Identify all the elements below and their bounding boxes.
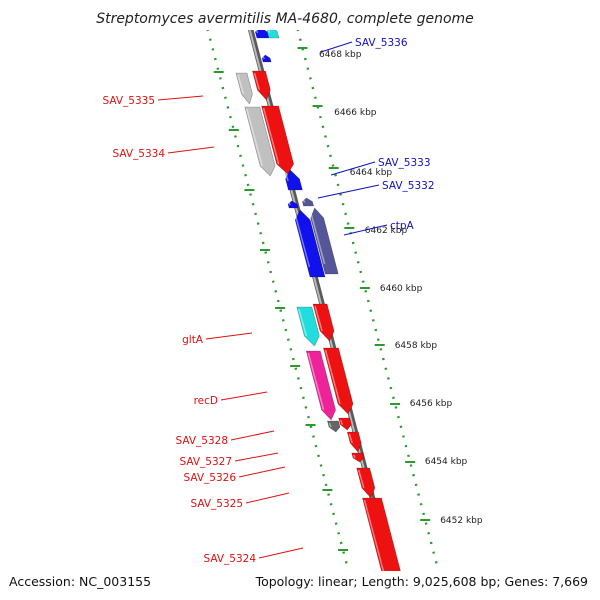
gene-arrow	[305, 350, 336, 421]
gene-highlight	[262, 107, 280, 165]
gene-labels: SAV_5336 SAV_5335 SAV_5334 SAV_5333 SAV_5332…	[102, 37, 434, 565]
gene-highlight	[307, 352, 325, 411]
gene-label: SAV_5326	[183, 472, 236, 484]
gene-arrow	[351, 452, 365, 463]
gene-arrow	[356, 467, 376, 499]
gene-highlight	[309, 209, 326, 265]
gene-label-leader	[230, 430, 275, 441]
gene-arrow	[346, 431, 362, 453]
gene-label: SAV_5335	[102, 95, 155, 107]
gene-arrow	[338, 417, 352, 431]
gene-highlight	[262, 56, 265, 60]
gene-highlight	[357, 469, 365, 489]
gene-label-leader	[258, 547, 304, 559]
gene-highlight	[293, 211, 311, 268]
gene-arrow	[302, 197, 314, 207]
gene-label: recD	[194, 395, 218, 407]
footer-backdrop	[0, 571, 600, 600]
gene-label-leader	[234, 452, 279, 462]
gene-highlight	[237, 74, 245, 95]
gene-highlight	[298, 308, 308, 337]
gene-highlight	[353, 454, 356, 459]
kbp-tick-label: 6452 kbp	[440, 516, 483, 526]
accession-text: Accession: NC_003155	[9, 574, 151, 589]
gene-arrow	[294, 209, 326, 278]
gene-label-leader	[245, 492, 290, 504]
gene-arrow	[252, 70, 271, 101]
title-backdrop	[0, 0, 600, 30]
gene-label: ctpA	[390, 220, 415, 232]
gene-label-leader	[343, 224, 388, 236]
kbp-tick-label: 6458 kbp	[395, 341, 438, 351]
gene-arrow	[287, 200, 299, 209]
gene-label-leader	[330, 161, 376, 176]
gene-label: SAV_5325	[190, 498, 243, 510]
gene-label-leader	[238, 466, 286, 478]
gene-arrow	[244, 106, 276, 177]
genes	[212, 0, 409, 600]
gene-arrow	[327, 420, 341, 433]
gene-arrow	[261, 54, 272, 63]
gene-arrow	[285, 169, 303, 191]
kbp-ticks: 6468 kbp 6466 kbp 6464 kbp 6462 kbp 6460 kbp…	[319, 50, 498, 584]
gene-arrow	[310, 207, 339, 275]
gene-highlight	[328, 422, 332, 428]
gene-label: gltA	[182, 334, 204, 346]
gene-highlight	[288, 202, 291, 206]
dotted-guides	[198, 0, 448, 600]
gene-label: SAV_5332	[382, 180, 435, 192]
kbp-tick-label: 6454 kbp	[425, 457, 468, 467]
genome-summary-text: Topology: linear; Length: 9,025,608 bp; …	[255, 574, 588, 589]
gene-label: SAV_5327	[179, 456, 232, 468]
gene-highlight	[339, 419, 344, 425]
kbp-tick-label: 6468 kbp	[319, 50, 362, 60]
left-dotted-guide	[198, 0, 358, 600]
gene-label-leader	[157, 95, 204, 101]
gene-arrow	[323, 347, 354, 415]
gene-label: SAV_5333	[378, 157, 431, 169]
gene-label-leader	[320, 41, 353, 53]
gene-label: SAV_5328	[175, 435, 228, 447]
gene-label-leader	[220, 391, 268, 401]
map-title: Streptomyces avermitilis MA-4680, comple…	[96, 11, 474, 27]
gene-label: SAV_5336	[355, 37, 408, 49]
gene-highlight	[302, 199, 306, 203]
gene-highlight	[324, 349, 341, 405]
kbp-tick-label: 6464 kbp	[350, 168, 393, 178]
gene-label-leader	[205, 332, 253, 340]
gene-arrow	[235, 72, 253, 105]
kbp-tick-label: 6456 kbp	[410, 399, 453, 409]
gene-highlight	[363, 499, 387, 581]
gene-arrow	[261, 105, 294, 175]
gene-label-leader	[167, 146, 215, 154]
gene-highlight	[348, 433, 353, 444]
gene-highlight	[246, 108, 263, 167]
kbp-tick-label: 6466 kbp	[334, 108, 377, 118]
gene-arrow	[312, 303, 335, 342]
gene-arrow	[296, 306, 320, 347]
kbp-tick-label: 6460 kbp	[380, 284, 423, 294]
gene-highlight	[314, 305, 323, 332]
gene-label: SAV_5324	[203, 553, 256, 565]
gene-label-leader	[317, 184, 380, 199]
gene-highlight	[253, 72, 261, 91]
kbp-tick-label: 6462 kbp	[365, 226, 408, 236]
gene-label: SAV_5334	[112, 148, 165, 160]
gene-highlight	[284, 171, 289, 182]
